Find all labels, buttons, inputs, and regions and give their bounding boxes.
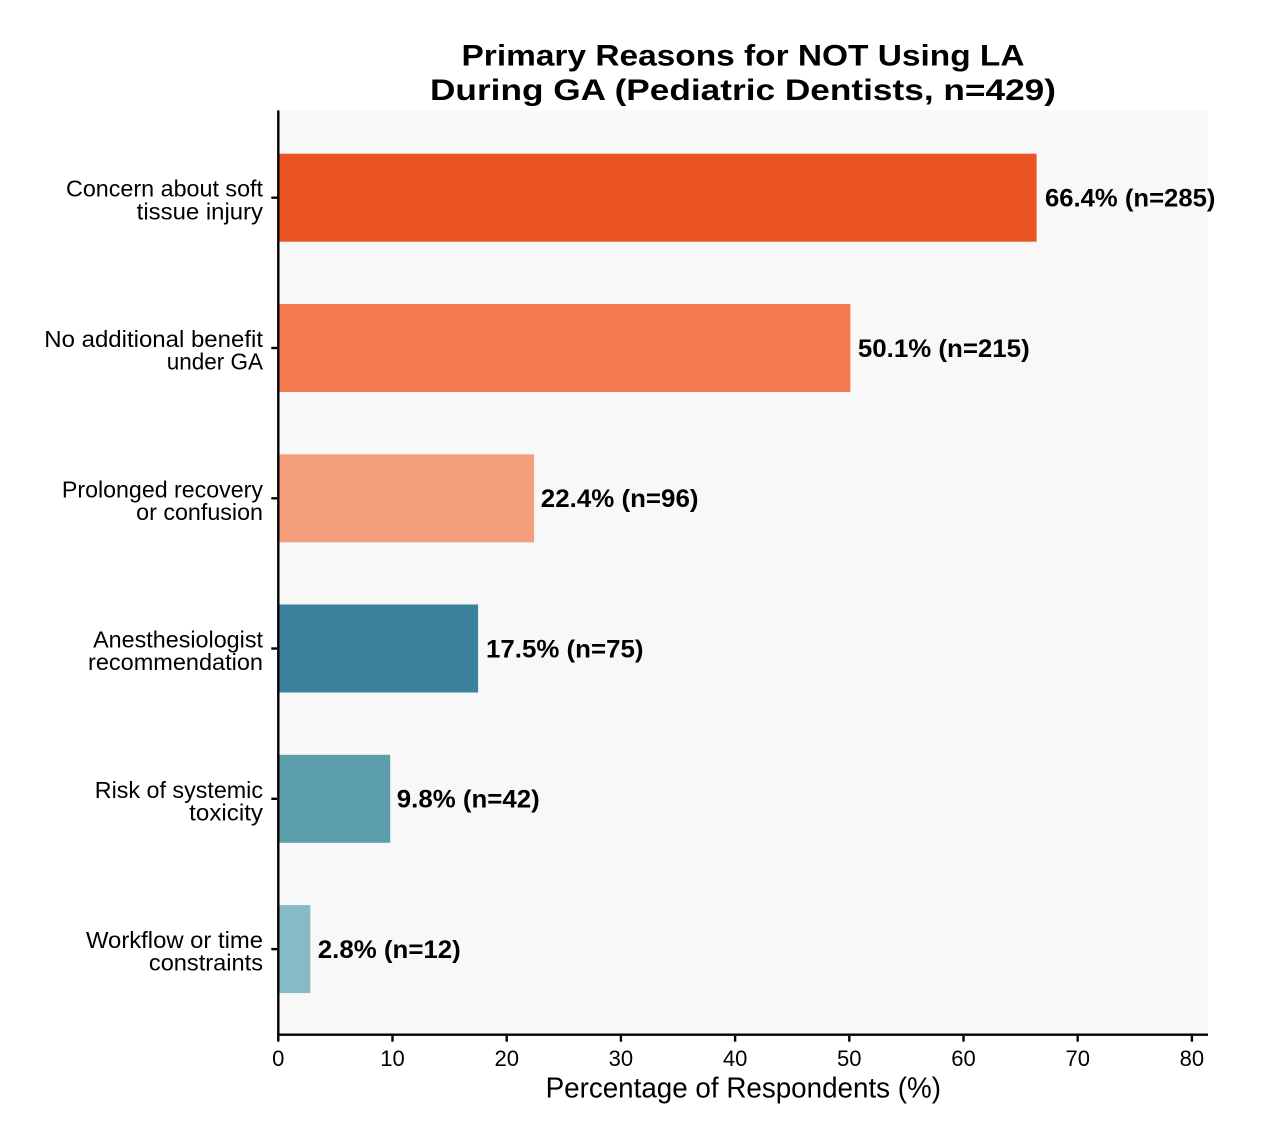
svg-text:60: 60 xyxy=(951,1046,975,1071)
svg-text:under GA: under GA xyxy=(167,349,264,375)
svg-text:Workflow or time: Workflow or time xyxy=(86,927,263,953)
svg-text:40: 40 xyxy=(723,1046,747,1071)
svg-text:No additional benefit: No additional benefit xyxy=(44,326,263,352)
svg-text:Prolonged recovery: Prolonged recovery xyxy=(62,476,264,502)
svg-text:17.5% (n=75): 17.5% (n=75) xyxy=(486,635,644,663)
svg-text:0: 0 xyxy=(272,1046,284,1071)
svg-text:22.4% (n=96): 22.4% (n=96) xyxy=(541,485,699,513)
svg-text:66.4% (n=285): 66.4% (n=285) xyxy=(1045,185,1215,213)
svg-text:constraints: constraints xyxy=(149,950,263,976)
svg-text:Primary Reasons for NOT Using: Primary Reasons for NOT Using LA xyxy=(462,40,1025,73)
svg-text:toxicity: toxicity xyxy=(189,799,263,825)
svg-text:Risk of systemic: Risk of systemic xyxy=(95,777,263,803)
svg-text:Percentage of Respondents (%): Percentage of Respondents (%) xyxy=(546,1073,941,1105)
svg-text:80: 80 xyxy=(1180,1046,1204,1071)
svg-text:9.8% (n=42): 9.8% (n=42) xyxy=(397,786,540,814)
svg-text:Anesthesiologist: Anesthesiologist xyxy=(93,627,264,653)
svg-text:20: 20 xyxy=(494,1046,518,1071)
svg-text:recommendation: recommendation xyxy=(88,649,263,675)
svg-text:70: 70 xyxy=(1065,1046,1089,1071)
svg-text:Concern about soft: Concern about soft xyxy=(66,176,264,202)
svg-text:During GA (Pediatric Dentists,: During GA (Pediatric Dentists, n=429) xyxy=(430,74,1056,107)
svg-text:30: 30 xyxy=(609,1046,633,1071)
svg-text:or confusion: or confusion xyxy=(136,499,263,525)
svg-text:10: 10 xyxy=(380,1046,404,1071)
svg-text:50.1% (n=215): 50.1% (n=215) xyxy=(858,335,1030,363)
svg-text:2.8% (n=12): 2.8% (n=12) xyxy=(318,936,461,964)
svg-text:50: 50 xyxy=(837,1046,861,1071)
svg-text:tissue injury: tissue injury xyxy=(137,198,264,224)
